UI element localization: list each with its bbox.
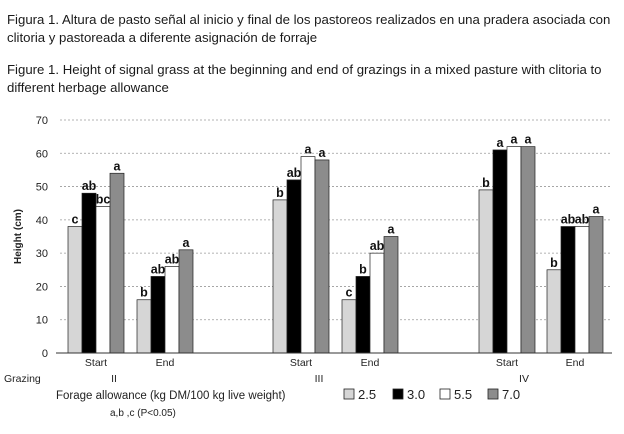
significance-letter: b — [550, 256, 558, 270]
bar — [150, 276, 166, 354]
significance-letter: ab — [82, 179, 97, 193]
y-tick-label: 30 — [36, 248, 48, 260]
bar — [95, 206, 111, 354]
bar — [300, 156, 316, 354]
bar — [560, 226, 576, 354]
legend-layer: Forage allowance (kg DM/100 kg live weig… — [56, 387, 520, 419]
legend-label: 7.0 — [502, 387, 520, 402]
significance-letter: c — [72, 213, 79, 227]
significance-letter: ab — [370, 239, 385, 253]
axes-layer: Height (cm) — [13, 209, 612, 354]
x-category-label: End — [361, 357, 380, 369]
legend-swatch — [487, 388, 499, 400]
legend-swatch — [392, 388, 404, 400]
x-category-label: End — [566, 357, 585, 369]
significance-letter: a — [114, 159, 122, 173]
significance-letter: ab — [151, 262, 166, 276]
y-tick-label: 60 — [36, 148, 48, 160]
significance-letter: ab — [165, 252, 180, 266]
caption-spanish: Figura 1. Altura de pasto señal al inici… — [7, 12, 611, 45]
legend-swatch — [439, 388, 451, 400]
y-tick-label: 0 — [42, 348, 48, 360]
caption-english: Figure 1. Height of signal grass at the … — [7, 62, 602, 95]
significance-letter: ab — [287, 166, 302, 180]
bar — [81, 192, 97, 354]
y-tick-label: 50 — [36, 182, 48, 194]
significance-letter: a — [305, 143, 313, 157]
bar — [574, 226, 590, 354]
legend-label: 2.5 — [358, 387, 376, 402]
grazing-label: Grazing — [4, 373, 41, 385]
significance-letter: ab — [575, 213, 590, 227]
bar — [492, 149, 508, 354]
bar — [109, 172, 125, 354]
bar — [314, 159, 330, 354]
footnote: a,b ,c (P<0.05) — [110, 408, 176, 419]
bar — [178, 249, 194, 354]
significance-letter: a — [593, 203, 601, 217]
y-axis-ticks: 0 10 20 30 40 50 60 70 — [36, 115, 48, 360]
significance-letter: c — [346, 286, 353, 300]
y-tick-label: 40 — [36, 215, 48, 227]
bar — [546, 269, 562, 354]
x-category-label: Start — [290, 357, 312, 369]
bar — [272, 199, 288, 354]
significance-letter: a — [497, 136, 505, 150]
grazing-number: II — [111, 373, 117, 385]
grazing-number: III — [315, 373, 324, 385]
bar — [506, 146, 522, 354]
y-tick-label: 70 — [36, 115, 48, 127]
significance-letter: a — [319, 146, 327, 160]
significance-letter: a — [525, 133, 533, 147]
significance-letter: b — [276, 186, 284, 200]
bars-layer — [67, 146, 604, 354]
legend-swatch — [343, 388, 355, 400]
y-tick-label: 10 — [36, 315, 48, 327]
y-axis-title: Height (cm) — [13, 209, 24, 264]
bar — [286, 179, 302, 354]
bar — [136, 299, 152, 354]
significance-letter: a — [511, 133, 519, 147]
significance-letter: a — [183, 236, 191, 250]
legend-label: 3.0 — [407, 387, 425, 402]
bar — [341, 299, 357, 354]
x-category-label: Start — [496, 357, 518, 369]
significance-letter: ab — [561, 213, 576, 227]
bar — [383, 236, 399, 354]
bar — [478, 189, 494, 354]
bar — [67, 226, 83, 354]
bar — [369, 252, 385, 354]
bar — [520, 146, 536, 354]
bar — [588, 216, 604, 354]
y-tick-label: 20 — [36, 281, 48, 293]
significance-letter: b — [482, 176, 490, 190]
grazing-number: IV — [519, 373, 529, 385]
bar — [355, 276, 371, 354]
legend-title: Forage allowance (kg DM/100 kg live weig… — [56, 390, 286, 402]
significance-letter: bc — [96, 193, 111, 207]
significance-letter: b — [140, 286, 148, 300]
x-category-label: Start — [85, 357, 107, 369]
significance-letter: b — [359, 262, 367, 276]
significance-letter: a — [388, 223, 396, 237]
bar — [164, 266, 180, 354]
legend-label: 5.5 — [454, 387, 472, 402]
x-category-label: End — [156, 357, 175, 369]
